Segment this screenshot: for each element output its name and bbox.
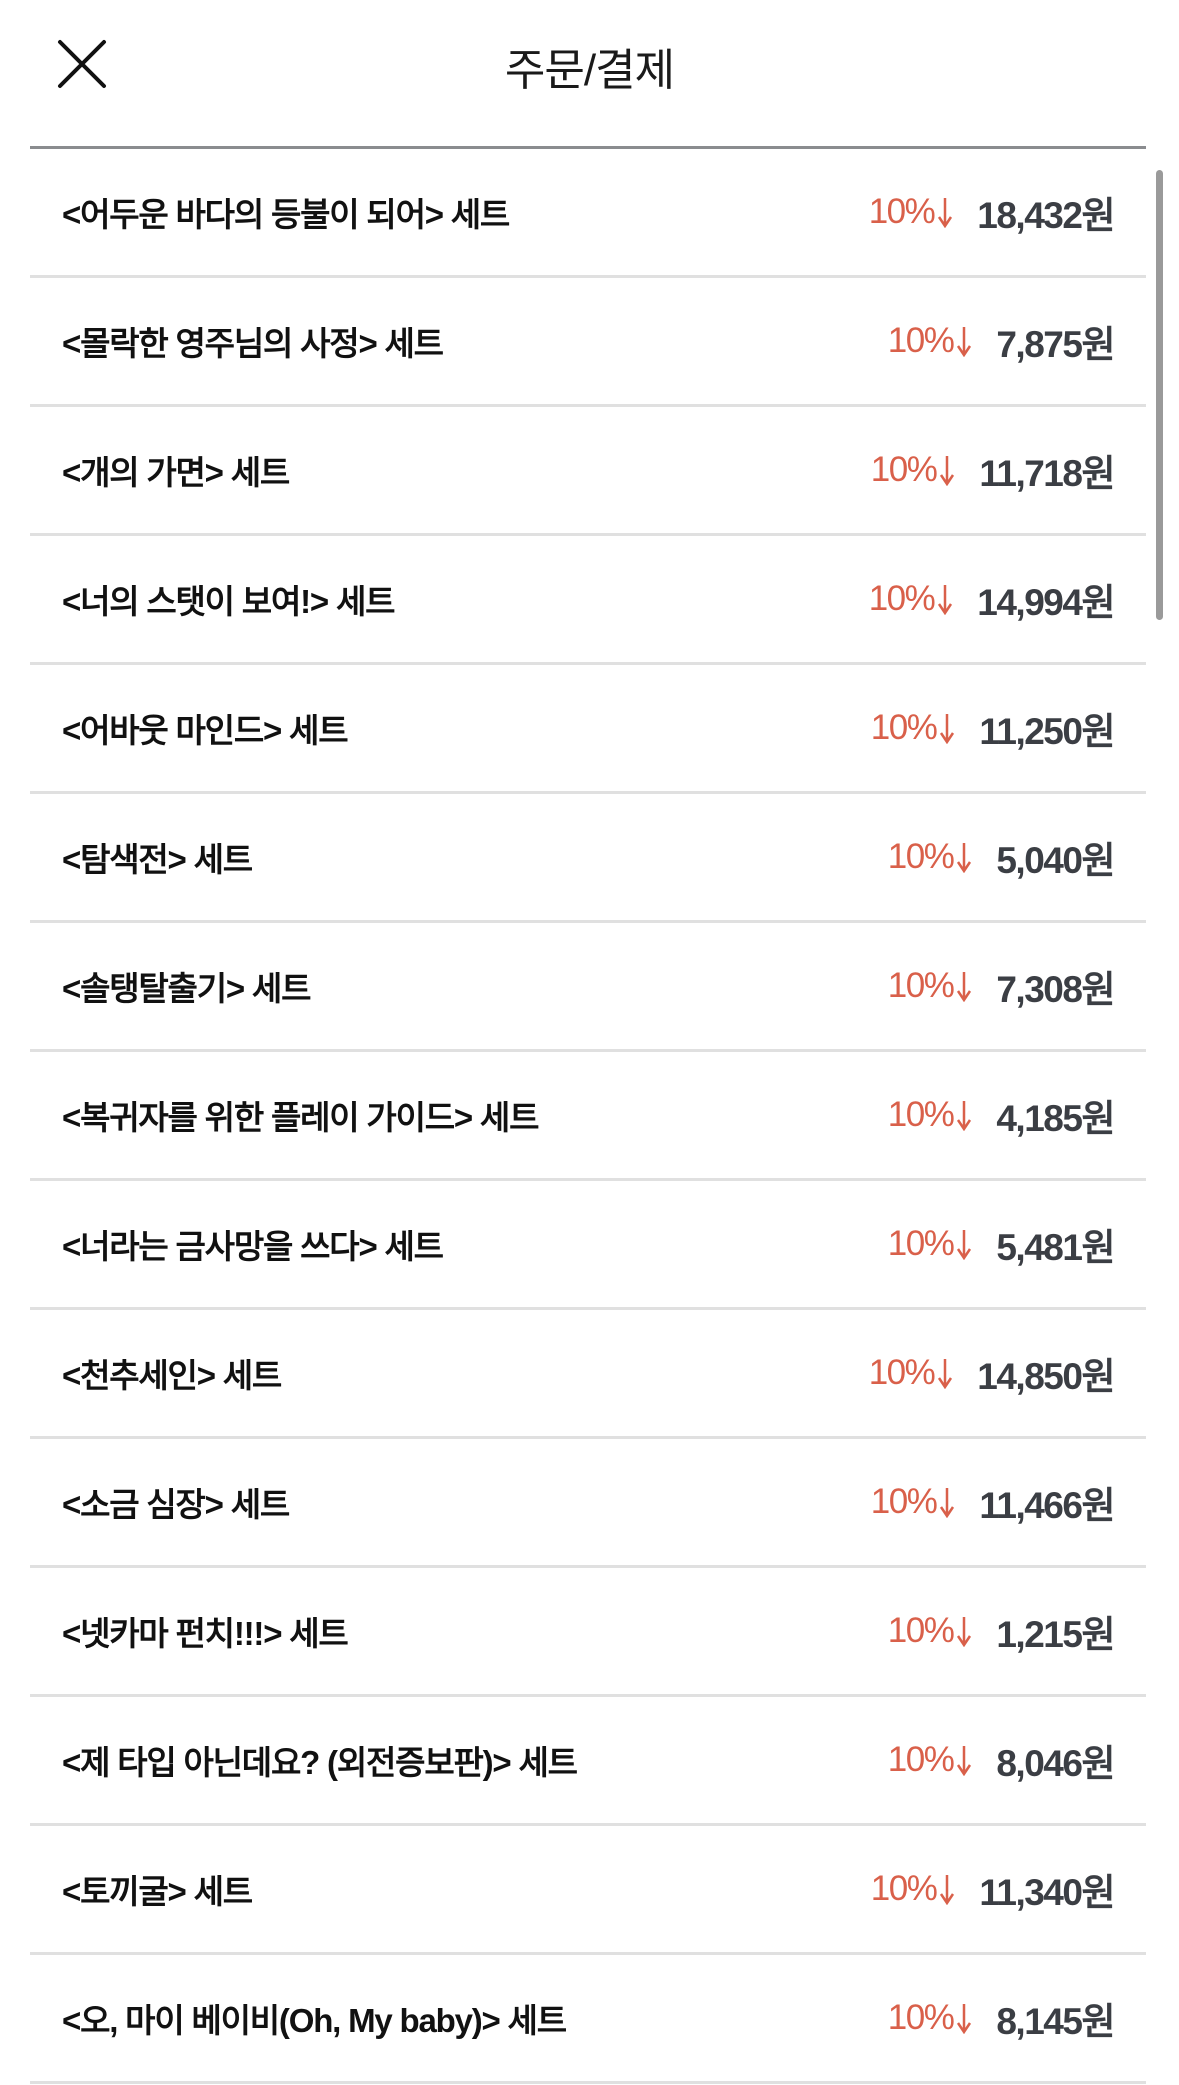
item-name: <넷카마 펀치!!!> 세트 bbox=[62, 1615, 349, 1652]
arrow-down-icon bbox=[957, 1746, 972, 1776]
item-price: 18,432원 bbox=[977, 195, 1115, 236]
discount-rate: 10% bbox=[868, 1353, 936, 1392]
item-price: 8,145원 bbox=[996, 2001, 1115, 2042]
order-item-row[interactable]: <탐색전> 세트 10% 5,040원 bbox=[30, 794, 1146, 923]
item-price: 14,850원 bbox=[977, 1356, 1115, 1397]
order-item-list: <어두운 바다의 등불이 되어> 세트 10% 18,432원 <몰락한 영주님의… bbox=[30, 149, 1146, 2084]
discount-badge: 10% bbox=[888, 1611, 973, 1651]
item-name: <너의 스탯이 보여!> 세트 bbox=[62, 583, 395, 620]
item-price: 11,340원 bbox=[979, 1872, 1115, 1913]
arrow-down-icon bbox=[957, 1230, 972, 1260]
header-divider bbox=[30, 146, 1146, 149]
item-name: <너라는 금사망을 쓰다> 세트 bbox=[62, 1228, 444, 1265]
order-item-row[interactable]: <어두운 바다의 등불이 되어> 세트 10% 18,432원 bbox=[30, 149, 1146, 278]
discount-rate: 10% bbox=[887, 1740, 955, 1779]
discount-rate: 10% bbox=[870, 1869, 938, 1908]
discount-badge: 10% bbox=[871, 708, 956, 748]
discount-badge: 10% bbox=[888, 837, 973, 877]
item-name: <제 타입 아닌데요? (외전증보판)> 세트 bbox=[62, 1744, 578, 1781]
discount-rate: 10% bbox=[868, 579, 936, 618]
item-price: 1,215원 bbox=[996, 1614, 1115, 1655]
discount-rate: 10% bbox=[887, 1611, 955, 1650]
item-price: 11,250원 bbox=[979, 711, 1115, 752]
item-name: <토끼굴> 세트 bbox=[62, 1873, 253, 1910]
item-price: 5,481원 bbox=[996, 1227, 1115, 1268]
discount-rate: 10% bbox=[887, 1998, 955, 2037]
order-item-row[interactable]: <너의 스탯이 보여!> 세트 10% 14,994원 bbox=[30, 536, 1146, 665]
discount-badge: 10% bbox=[888, 1224, 973, 1264]
discount-rate: 10% bbox=[887, 1095, 955, 1134]
item-price: 11,466원 bbox=[979, 1485, 1115, 1526]
discount-rate: 10% bbox=[870, 1482, 938, 1521]
arrow-down-icon bbox=[940, 1488, 955, 1518]
order-item-row[interactable]: <복귀자를 위한 플레이 가이드> 세트 10% 4,185원 bbox=[30, 1052, 1146, 1181]
discount-badge: 10% bbox=[871, 1869, 956, 1909]
item-name: <오, 마이 베이비(Oh, My baby)> 세트 bbox=[62, 2002, 567, 2039]
item-name: <개의 가면> 세트 bbox=[62, 454, 290, 491]
item-price: 7,308원 bbox=[996, 969, 1115, 1010]
order-item-row[interactable]: <솔탱탈출기> 세트 10% 7,308원 bbox=[30, 923, 1146, 1052]
item-name: <솔탱탈출기> 세트 bbox=[62, 970, 311, 1007]
arrow-down-icon bbox=[957, 1101, 972, 1131]
item-price: 5,040원 bbox=[996, 840, 1115, 881]
item-price: 7,875원 bbox=[996, 324, 1115, 365]
arrow-down-icon bbox=[957, 2004, 972, 2034]
order-item-row[interactable]: <너라는 금사망을 쓰다> 세트 10% 5,481원 bbox=[30, 1181, 1146, 1310]
order-item-row[interactable]: <어바웃 마인드> 세트 10% 11,250원 bbox=[30, 665, 1146, 794]
arrow-down-icon bbox=[940, 456, 955, 486]
item-price: 11,718원 bbox=[979, 453, 1115, 494]
item-name: <소금 심장> 세트 bbox=[62, 1486, 290, 1523]
arrow-down-icon bbox=[957, 972, 972, 1002]
discount-badge: 10% bbox=[871, 450, 956, 490]
arrow-down-icon bbox=[940, 1875, 955, 1905]
arrow-down-icon bbox=[938, 1359, 953, 1389]
arrow-down-icon bbox=[938, 198, 953, 228]
discount-badge: 10% bbox=[888, 966, 973, 1006]
discount-badge: 10% bbox=[888, 321, 973, 361]
discount-rate: 10% bbox=[887, 837, 955, 876]
item-price: 8,046원 bbox=[996, 1743, 1115, 1784]
arrow-down-icon bbox=[957, 843, 972, 873]
discount-badge: 10% bbox=[871, 1482, 956, 1522]
header: 주문/결제 bbox=[0, 0, 1179, 148]
order-item-row[interactable]: <천추세인> 세트 10% 14,850원 bbox=[30, 1310, 1146, 1439]
discount-rate: 10% bbox=[870, 450, 938, 489]
discount-badge: 10% bbox=[888, 1095, 973, 1135]
arrow-down-icon bbox=[957, 327, 972, 357]
order-item-row[interactable]: <넷카마 펀치!!!> 세트 10% 1,215원 bbox=[30, 1568, 1146, 1697]
item-name: <복귀자를 위한 플레이 가이드> 세트 bbox=[62, 1099, 539, 1136]
close-icon bbox=[58, 40, 106, 88]
item-name: <탐색전> 세트 bbox=[62, 841, 253, 878]
order-item-row[interactable]: <오, 마이 베이비(Oh, My baby)> 세트 10% 8,145원 bbox=[30, 1955, 1146, 2084]
order-item-row[interactable]: <몰락한 영주님의 사정> 세트 10% 7,875원 bbox=[30, 278, 1146, 407]
item-price: 14,994원 bbox=[977, 582, 1115, 623]
discount-rate: 10% bbox=[887, 321, 955, 360]
discount-badge: 10% bbox=[869, 192, 954, 232]
discount-badge: 10% bbox=[888, 1998, 973, 2038]
arrow-down-icon bbox=[940, 714, 955, 744]
discount-rate: 10% bbox=[868, 192, 936, 231]
discount-badge: 10% bbox=[888, 1740, 973, 1780]
close-button[interactable] bbox=[56, 38, 108, 90]
arrow-down-icon bbox=[957, 1617, 972, 1647]
discount-badge: 10% bbox=[869, 1353, 954, 1393]
item-name: <어두운 바다의 등불이 되어> 세트 bbox=[62, 196, 510, 233]
order-item-row[interactable]: <토끼굴> 세트 10% 11,340원 bbox=[30, 1826, 1146, 1955]
order-item-row[interactable]: <제 타입 아닌데요? (외전증보판)> 세트 10% 8,046원 bbox=[30, 1697, 1146, 1826]
arrow-down-icon bbox=[938, 585, 953, 615]
item-name: <어바웃 마인드> 세트 bbox=[62, 712, 349, 749]
discount-badge: 10% bbox=[869, 579, 954, 619]
page-title: 주문/결제 bbox=[504, 46, 675, 95]
item-name: <몰락한 영주님의 사정> 세트 bbox=[62, 325, 444, 362]
item-price: 4,185원 bbox=[996, 1098, 1115, 1139]
item-name: <천추세인> 세트 bbox=[62, 1357, 282, 1394]
order-item-row[interactable]: <소금 심장> 세트 10% 11,466원 bbox=[30, 1439, 1146, 1568]
scrollbar[interactable] bbox=[1156, 170, 1163, 620]
discount-rate: 10% bbox=[870, 708, 938, 747]
order-item-row[interactable]: <개의 가면> 세트 10% 11,718원 bbox=[30, 407, 1146, 536]
discount-rate: 10% bbox=[887, 1224, 955, 1263]
discount-rate: 10% bbox=[887, 966, 955, 1005]
